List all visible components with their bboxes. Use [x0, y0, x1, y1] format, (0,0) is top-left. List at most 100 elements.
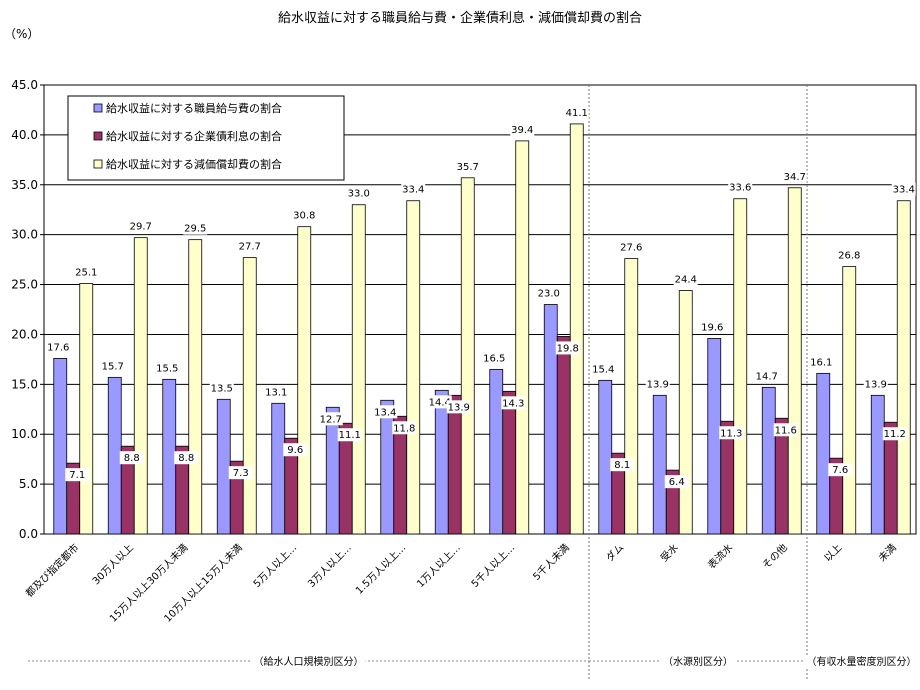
bar-series-1	[598, 379, 613, 535]
y-tick-label: 5.0	[19, 477, 38, 491]
data-label: 27.6	[620, 243, 642, 254]
data-label: 13.4	[374, 407, 396, 418]
legend: 給水収益に対する職員給与費の割合給水収益に対する企業債利息の割合給水収益に対する…	[67, 95, 345, 181]
y-tick-label: 25.0	[11, 278, 38, 292]
data-label: 39.4	[511, 125, 533, 136]
data-label: 15.7	[102, 361, 124, 372]
bar-series-3	[896, 200, 911, 535]
x-tick-label: 1.5万人以上…	[353, 542, 408, 597]
data-label-bg	[754, 369, 779, 383]
bar-series-3	[842, 266, 857, 535]
data-label: 23.0	[538, 289, 560, 300]
bar-series-1	[761, 386, 776, 535]
data-label: 16.1	[810, 357, 832, 368]
data-label-bg	[174, 451, 199, 465]
data-label: 7.1	[69, 470, 85, 481]
group-label: （給水人口規模別区分）	[254, 655, 364, 668]
data-label: 8.1	[614, 460, 630, 471]
x-tick-label: 5万人以上…	[251, 542, 299, 590]
data-label-bg	[183, 221, 208, 235]
data-label-bg	[318, 412, 343, 426]
bar-series-2	[556, 336, 571, 535]
data-label-bg	[373, 405, 398, 419]
bar-series-3	[188, 239, 203, 535]
data-label: 13.5	[211, 383, 233, 394]
legend-label: 給水収益に対する企業債利息の割合	[106, 129, 282, 143]
data-label: 11.1	[339, 430, 361, 441]
bar-series-1	[53, 357, 68, 535]
legend-swatch	[93, 131, 103, 141]
data-label: 13.9	[448, 402, 470, 413]
group-label: （水源別区分）	[663, 655, 733, 668]
bar-series-3	[297, 226, 312, 535]
data-label: 7.3	[233, 468, 249, 479]
data-label-bg	[645, 377, 670, 391]
bar-series-1	[489, 368, 504, 535]
data-label: 16.5	[483, 353, 505, 364]
data-label: 17.6	[47, 342, 69, 353]
data-label: 33.6	[729, 183, 751, 194]
data-label-bg	[664, 475, 689, 489]
data-label: 19.8	[557, 343, 579, 354]
bar-series-1	[380, 399, 395, 535]
data-label-bg	[119, 451, 144, 465]
bar-series-1	[543, 304, 558, 535]
data-label: 13.9	[647, 379, 669, 390]
data-label-bg	[619, 240, 644, 254]
data-label-bg	[510, 122, 535, 136]
y-tick-label: 20.0	[11, 327, 38, 341]
data-label-bg	[564, 105, 589, 119]
bar-series-3	[406, 200, 421, 535]
y-tick-label: 45.0	[11, 78, 38, 92]
y-axis-unit: （%）	[4, 27, 39, 41]
data-label: 30.8	[293, 211, 315, 222]
x-tick-label: 30万人以上	[90, 542, 136, 588]
bar-series-1	[325, 406, 340, 535]
x-tick-label: 5千人以上…	[469, 542, 517, 590]
data-label: 29.7	[130, 222, 152, 233]
y-axis-ticks: 0.0 5.0 10.0 15.0 20.0 25.0 30.0 35.0 40.0 45.0	[11, 78, 44, 541]
group-label-bg	[661, 655, 735, 668]
data-label-bg	[346, 186, 371, 200]
data-label-bg	[555, 341, 580, 355]
bar-series-1	[216, 398, 231, 535]
data-label-bg	[264, 385, 289, 399]
bar-series-3	[515, 140, 530, 535]
data-label-bg	[773, 423, 798, 437]
y-tick-label: 40.0	[11, 128, 38, 142]
data-label-bg	[283, 443, 308, 457]
data-label-bg	[782, 169, 807, 183]
data-label: 11.6	[775, 425, 797, 436]
legend-label: 給水収益に対する職員給与費の割合	[106, 101, 282, 115]
x-tick-label: その他	[759, 541, 789, 571]
x-tick-label: 未満	[876, 542, 899, 565]
data-label-bg	[728, 180, 753, 194]
y-tick-label: 30.0	[11, 228, 38, 242]
data-label: 19.6	[701, 322, 723, 333]
data-label: 13.9	[865, 379, 887, 390]
data-label-bg	[809, 355, 834, 369]
data-label: 26.8	[838, 251, 860, 262]
y-tick-label: 35.0	[11, 178, 38, 192]
bar-series-2	[447, 394, 462, 535]
data-label-bg	[446, 400, 471, 414]
data-label-bg	[128, 219, 153, 233]
bar-series-1	[434, 389, 449, 535]
data-label-bg	[719, 426, 744, 440]
bar-series-3	[569, 123, 584, 535]
data-label-bg	[591, 362, 616, 376]
data-label-bg	[155, 361, 180, 375]
data-label-bg	[455, 159, 480, 173]
bar-series-2	[502, 390, 517, 535]
bar-series-3	[787, 187, 802, 535]
data-label-bg	[828, 463, 853, 477]
data-label-bg	[501, 396, 526, 410]
data-label-bg	[536, 286, 561, 300]
data-label-bg	[863, 377, 888, 391]
group-label-bg	[804, 655, 919, 668]
legend-box	[67, 95, 345, 181]
x-tick-label: 都及び指定都市	[23, 541, 82, 600]
data-label: 12.7	[320, 414, 342, 425]
x-tick-label: 表流水	[705, 541, 735, 571]
